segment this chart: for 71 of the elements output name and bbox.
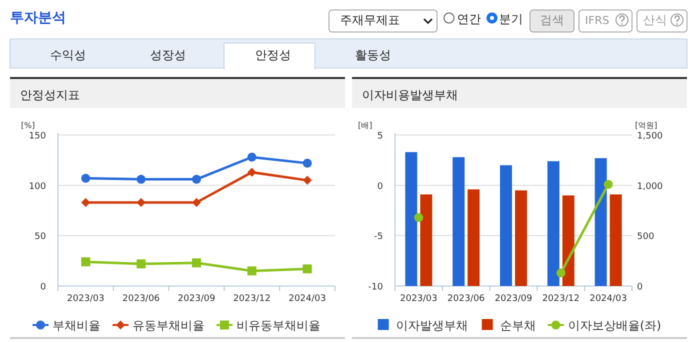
y2-tick-label: 1,000 [637, 182, 664, 192]
y2-tick-label: 0 [637, 282, 643, 292]
point [302, 176, 312, 185]
y-axis-title: [%] [21, 121, 35, 130]
point [247, 266, 256, 276]
text: 주재무제표 [340, 13, 400, 27]
text: 검색 [540, 13, 564, 27]
point [81, 198, 90, 207]
text: 산식 [643, 13, 667, 27]
legend-label: 비유동부채비율 [236, 318, 320, 332]
point [414, 213, 424, 222]
point [302, 264, 312, 274]
text: IFRS [585, 14, 610, 27]
legend-label: 순부채 [500, 318, 536, 332]
bar [500, 165, 512, 286]
x-tick-label: 2023/12 [542, 294, 580, 304]
bar [452, 157, 465, 286]
x-tick-label: 2023/12 [233, 294, 271, 304]
legend-label: 이자보상배율(좌) [568, 318, 662, 332]
point [192, 174, 201, 184]
y-tick-label: 50 [34, 232, 46, 242]
y-tick-label: 100 [28, 182, 46, 192]
bar [594, 158, 607, 286]
text: 활동성 [355, 48, 391, 62]
point [302, 158, 312, 168]
bar [562, 195, 574, 286]
y-tick-label: 150 [28, 132, 46, 142]
legend-label: 유동부채비율 [132, 318, 204, 332]
x-tick-label: 2024/03 [590, 294, 627, 304]
text: 분기 [499, 12, 523, 26]
y-tick-label: 0 [40, 282, 46, 292]
point [604, 180, 613, 189]
bar [547, 161, 560, 286]
y2-tick-label: 1,500 [637, 132, 664, 142]
y2-axis-title: [억원] [635, 121, 658, 130]
chart-title: 안정성지표 [20, 88, 80, 102]
y-tick-label: -10 [368, 282, 384, 292]
y-tick-label: 5 [377, 132, 383, 142]
y2-tick-label: 500 [637, 232, 654, 242]
point [247, 168, 256, 177]
x-tick-label: 2023/06 [122, 294, 160, 304]
legend-label: 이자발생부채 [396, 318, 468, 332]
point [136, 174, 146, 184]
x-tick-label: 2023/03 [400, 294, 438, 304]
x-tick-label: 2023/03 [67, 294, 104, 304]
x-tick-label: 2023/06 [447, 294, 486, 304]
point [192, 198, 201, 207]
point [81, 174, 90, 183]
point [247, 152, 256, 162]
text: 안정성 [255, 48, 291, 62]
bar [420, 194, 432, 286]
x-tick-label: 2023/09 [178, 294, 216, 304]
x-tick-label: 2024/03 [288, 294, 326, 304]
y-tick-label: 0 [377, 182, 384, 192]
legend-label: 부채비율 [52, 318, 100, 332]
point [556, 268, 566, 278]
bar [405, 152, 418, 286]
point [81, 257, 90, 266]
text: 투자분석 [10, 10, 66, 26]
text: 수익성 [50, 48, 86, 62]
chart-title: 이자비용발생부채 [362, 88, 458, 102]
y-tick-label: -5 [374, 232, 383, 242]
bar [515, 190, 527, 286]
text: 성장성 [150, 48, 186, 62]
bar [468, 189, 480, 286]
y-axis-title: [배] [358, 121, 372, 130]
bar [610, 194, 622, 286]
text: 연간 [457, 12, 481, 26]
point [192, 258, 201, 268]
point [136, 259, 146, 268]
x-tick-label: 2023/09 [494, 294, 532, 304]
